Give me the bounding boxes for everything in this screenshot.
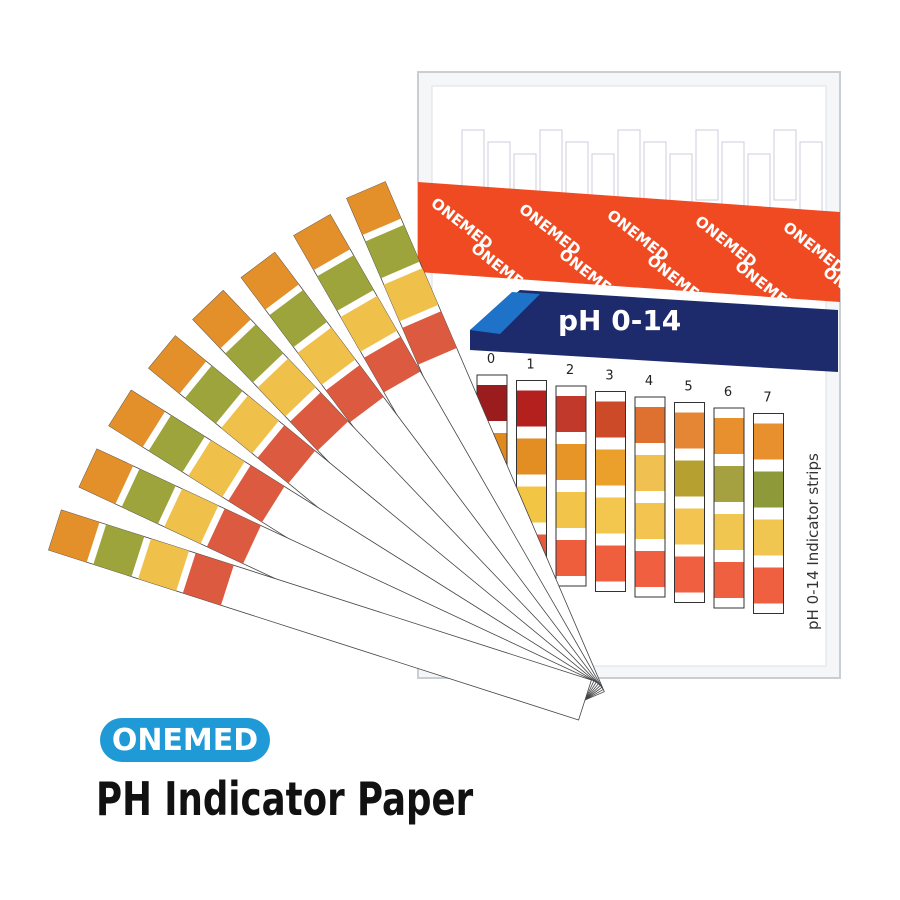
strip-pad — [188, 440, 245, 498]
scale-pad — [635, 455, 665, 491]
strip-pad — [164, 488, 219, 544]
strip-pad — [108, 390, 166, 448]
scale-pad — [517, 438, 546, 475]
scale-pad — [714, 562, 744, 598]
paper-stub — [773, 129, 797, 201]
strip-pad — [365, 224, 420, 279]
strip-pad — [184, 365, 243, 424]
scale-label: 4 — [645, 374, 653, 389]
scale-pad — [556, 492, 586, 528]
scale-pad — [517, 390, 546, 427]
scale-pad — [714, 514, 744, 550]
scale-label: 0 — [487, 352, 495, 367]
paper-stub — [799, 141, 823, 213]
scale-pad — [556, 540, 586, 576]
strip-pad — [79, 448, 134, 504]
strip-pad — [48, 510, 100, 563]
product-title: PH Indicator Paper — [96, 772, 474, 826]
strip-pad — [317, 255, 374, 311]
scale-pad — [675, 460, 704, 497]
paper-stub — [721, 141, 745, 213]
scale-pad — [635, 551, 665, 587]
paper-stub — [695, 129, 719, 201]
strip-pad — [402, 311, 457, 365]
scale-pad — [596, 449, 625, 486]
scale-label: 7 — [763, 391, 771, 406]
fanned-strips — [48, 181, 605, 721]
strip-pad — [138, 538, 190, 591]
scale-label: 2 — [566, 363, 574, 378]
scale-pad — [596, 545, 625, 582]
scale-pad — [675, 412, 704, 449]
scale-pad — [596, 497, 625, 534]
scale-pad — [754, 519, 783, 556]
scale-label: 6 — [724, 385, 732, 400]
scale-pad — [635, 407, 665, 443]
scale-pad — [714, 466, 744, 502]
scale-pad — [754, 567, 783, 604]
scale-pad — [675, 556, 704, 593]
scale-pad — [754, 423, 783, 460]
strip-pad — [290, 392, 349, 451]
strip-pad — [206, 508, 261, 564]
paper-stub — [617, 129, 641, 201]
strip-pad — [269, 289, 328, 348]
scale-pad — [596, 401, 625, 438]
scale-pad — [754, 471, 783, 508]
strip-pad — [241, 252, 299, 310]
scale-pad — [675, 508, 704, 545]
strip-pad — [364, 336, 421, 393]
strip-pad — [257, 358, 316, 417]
side-text: pH 0-14 Indicator strips — [804, 453, 822, 630]
scale-label: 5 — [684, 380, 692, 395]
scale-pad — [635, 503, 665, 539]
strip-pad — [228, 465, 285, 523]
strip-pad — [192, 290, 251, 349]
strip-pad — [383, 268, 439, 322]
strip-pad — [121, 468, 176, 524]
strip-pad — [297, 327, 356, 385]
scale-label: 3 — [605, 369, 613, 384]
strip-pad — [346, 181, 402, 236]
paper-stub — [539, 129, 563, 201]
scale-pad — [714, 418, 744, 454]
strip-pad — [225, 324, 284, 383]
indicator-strip — [48, 509, 592, 721]
strip-pad — [325, 365, 384, 423]
scale-label: 1 — [526, 358, 534, 373]
strip-pad — [221, 395, 279, 454]
strip-pad — [257, 425, 316, 484]
scale-pad — [556, 396, 586, 432]
strip-pad — [93, 524, 145, 577]
brand-logo: ONEMED — [100, 718, 270, 762]
scale-pad — [556, 444, 586, 480]
strip-pad — [182, 553, 234, 606]
strip-pad — [148, 415, 205, 473]
strip-pad — [148, 335, 207, 394]
strip-pad — [340, 296, 397, 352]
box-label: pH 0-14 — [558, 304, 681, 337]
strip-pad — [293, 214, 351, 271]
